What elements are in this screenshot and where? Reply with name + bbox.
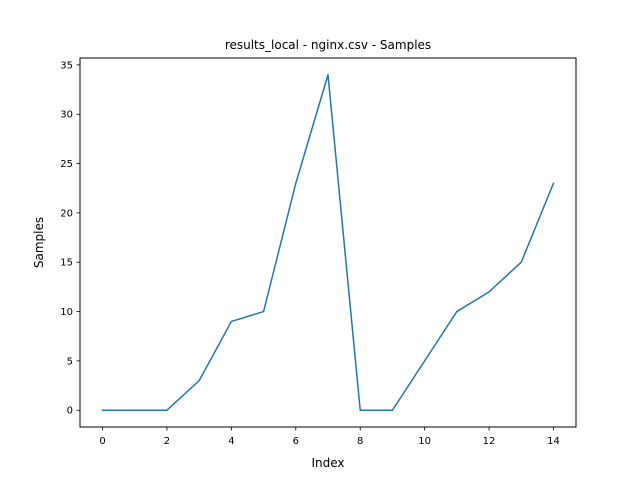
x-tick-label: 10 [418,436,431,447]
y-axis-ticks: 0 5 10 15 20 25 30 35 [60,60,80,417]
x-tick-label: 0 [99,436,105,447]
plot-frame [79,57,577,428]
x-tick-label: 2 [164,436,170,447]
x-axis-label: Index [311,456,344,470]
y-tick-label: 30 [60,110,73,121]
chart-title: results_local - nginx.csv - Samples [225,38,431,52]
x-tick-label: 12 [483,436,496,447]
y-axis-label: Samples [32,217,46,268]
series-line [101,74,555,411]
y-tick-label: 5 [67,356,73,367]
x-axis-ticks: 0 2 4 6 8 10 12 14 [99,427,560,447]
series-group [101,74,555,411]
y-tick-label: 20 [60,208,73,219]
y-tick-label: 35 [60,60,73,71]
x-tick-label: 4 [228,436,234,447]
y-tick-label: 15 [60,258,73,269]
x-tick-label: 14 [547,436,560,447]
y-tick-label: 25 [60,159,73,170]
x-tick-label: 8 [357,436,363,447]
y-tick-label: 10 [60,307,73,318]
y-tick-label: 0 [67,406,73,417]
plot-area [80,58,576,427]
x-tick-label: 6 [293,436,299,447]
